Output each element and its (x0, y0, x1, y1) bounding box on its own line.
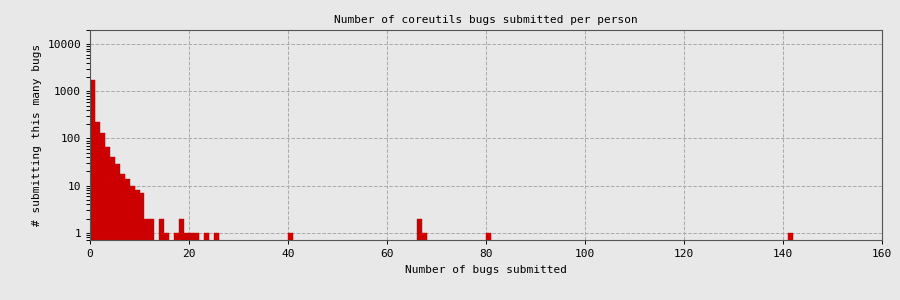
Bar (788, 233, 793, 300)
Bar (486, 233, 491, 300)
Bar (189, 233, 194, 300)
Bar (130, 186, 135, 300)
Bar (164, 233, 169, 300)
Bar (159, 218, 164, 300)
Bar (179, 218, 184, 300)
Bar (184, 233, 189, 300)
Bar (421, 233, 427, 300)
Bar (140, 193, 144, 300)
Bar (104, 147, 110, 300)
X-axis label: Number of bugs submitted: Number of bugs submitted (405, 265, 567, 275)
Bar (194, 233, 199, 300)
Bar (120, 173, 124, 300)
Y-axis label: # submitting this many bugs: # submitting this many bugs (32, 44, 41, 226)
Bar (135, 190, 140, 300)
Bar (144, 218, 149, 300)
Bar (175, 233, 179, 300)
Bar (149, 218, 155, 300)
Bar (95, 122, 100, 300)
Bar (90, 80, 95, 300)
Bar (417, 218, 421, 300)
Bar (115, 164, 120, 300)
Bar (100, 133, 104, 300)
Bar (110, 157, 115, 300)
Bar (288, 233, 293, 300)
Title: Number of coreutils bugs submitted per person: Number of coreutils bugs submitted per p… (334, 15, 638, 25)
Bar (124, 179, 130, 300)
Bar (214, 233, 219, 300)
Bar (204, 233, 209, 300)
